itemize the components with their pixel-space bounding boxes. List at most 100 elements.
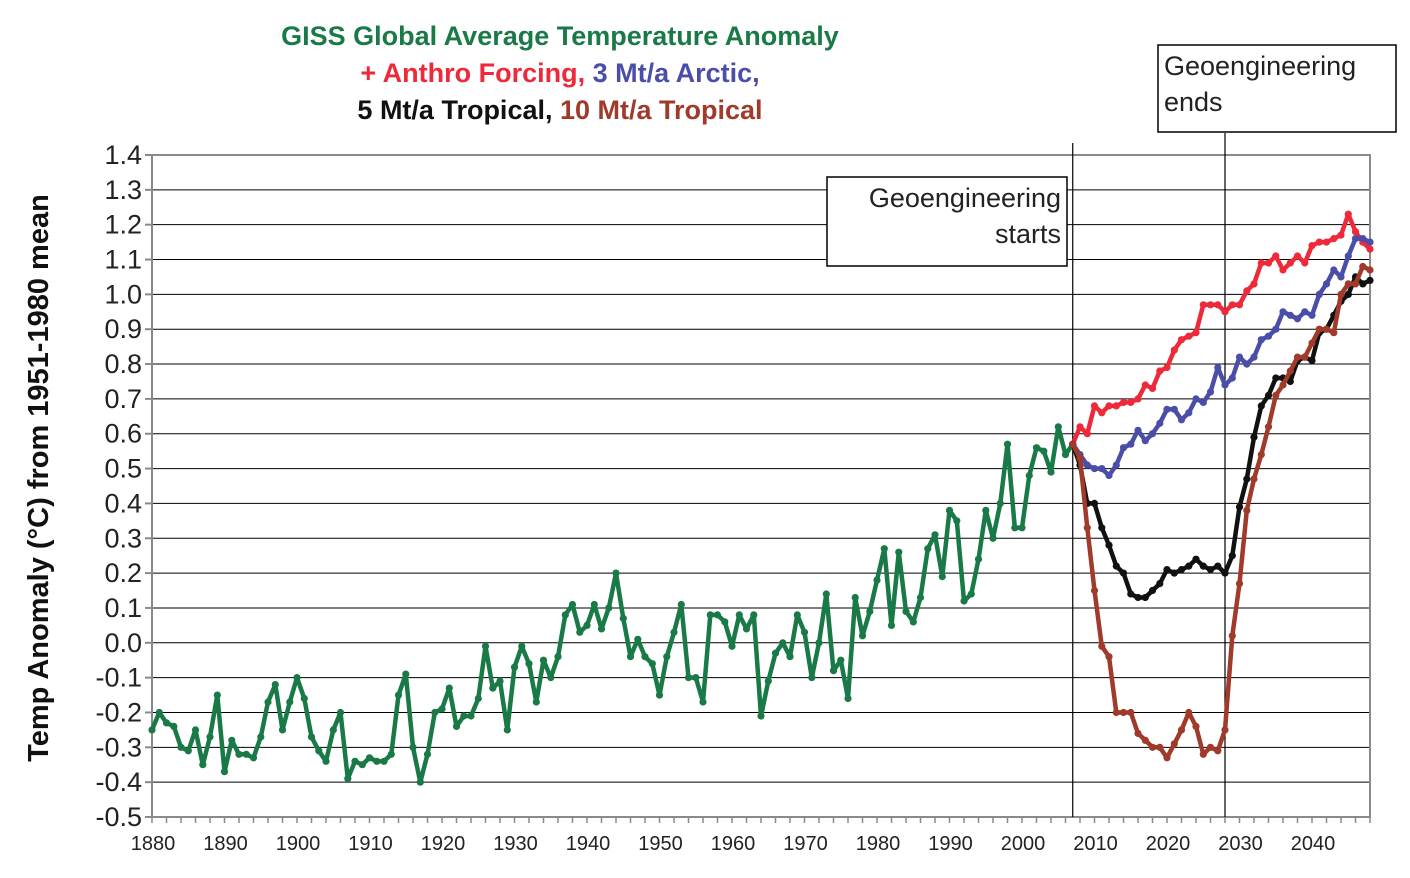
- data-point: [1090, 465, 1099, 473]
- data-point: [1098, 465, 1106, 473]
- x-tick-label: 2040: [1291, 833, 1336, 855]
- data-point: [1257, 259, 1265, 267]
- data-point: [1148, 430, 1157, 438]
- data-point: [1286, 311, 1294, 319]
- data-point: [1163, 566, 1171, 574]
- x-tick-label: 1910: [348, 833, 393, 855]
- series-brown: [1069, 262, 1374, 762]
- data-point: [1105, 541, 1113, 549]
- data-point: [1170, 346, 1178, 354]
- data-point: [800, 628, 809, 636]
- data-point: [953, 517, 961, 525]
- data-point: [365, 754, 374, 762]
- y-axis-label: Temp Anomaly (°C) from 1951-1980 mean: [23, 194, 55, 762]
- data-point: [1105, 471, 1113, 480]
- data-point: [1293, 252, 1302, 260]
- title-line-1: GISS Global Average Temperature Anomaly: [281, 21, 839, 51]
- data-point: [655, 691, 664, 699]
- y-tick-label: 1.0: [104, 279, 142, 309]
- data-point: [257, 733, 265, 741]
- series-black: [1069, 273, 1374, 602]
- data-point: [1206, 301, 1215, 309]
- x-tick-label: 1970: [783, 833, 828, 855]
- annotation-text: Geoengineering: [1164, 51, 1356, 81]
- data-point: [1272, 374, 1280, 382]
- data-point: [547, 674, 555, 682]
- data-point: [1301, 353, 1309, 361]
- data-point: [1359, 280, 1367, 288]
- y-axis-tick-labels: 1.4 1.3 1.2 1.1 1.0 0.9 0.8 0.7 0.6 0.5 0.4 0.3 0.2 0…: [95, 140, 142, 832]
- y-tick-label: -0.3: [95, 732, 142, 762]
- data-point: [699, 698, 707, 706]
- x-tick-label: 1980: [856, 833, 901, 855]
- data-point: [1119, 708, 1128, 717]
- data-point: [1279, 266, 1287, 274]
- data-point: [329, 726, 337, 734]
- series-red: [1069, 210, 1374, 448]
- data-point: [1322, 238, 1331, 246]
- data-point: [1243, 360, 1251, 368]
- data-point: [315, 747, 323, 755]
- data-point: [1105, 653, 1113, 661]
- y-tick-label: -0.4: [95, 767, 142, 797]
- data-point: [1206, 566, 1215, 574]
- data-point: [1206, 743, 1215, 751]
- y-tick-label: -0.1: [95, 663, 142, 693]
- annotation-frame: [1157, 44, 1397, 133]
- data-point: [902, 607, 910, 616]
- data-point: [663, 653, 671, 661]
- data-point: [1199, 398, 1207, 406]
- x-tick-label: 1990: [928, 833, 973, 855]
- data-point: [1228, 552, 1236, 560]
- data-point: [764, 677, 772, 685]
- data-point: [967, 590, 975, 598]
- data-point: [1177, 726, 1186, 734]
- data-point: [1264, 259, 1273, 267]
- data-point: [728, 642, 736, 650]
- data-point: [1098, 524, 1106, 532]
- data-point: [1315, 238, 1323, 246]
- data-point: [1221, 308, 1229, 316]
- data-point: [481, 642, 490, 650]
- data-point: [1272, 252, 1280, 260]
- data-point: [1134, 426, 1142, 434]
- data-point: [1315, 290, 1323, 298]
- y-tick-label: 1.3: [104, 175, 142, 205]
- data-point: [1315, 325, 1323, 333]
- x-tick-label: 1880: [131, 833, 176, 855]
- data-point: [1185, 409, 1193, 417]
- data-point: [1127, 708, 1135, 717]
- data-point: [1366, 276, 1374, 284]
- data-point: [445, 684, 453, 692]
- data-point: [1250, 280, 1258, 288]
- data-point: [1083, 524, 1091, 532]
- data-point: [1141, 593, 1149, 602]
- data-point: [1199, 750, 1207, 758]
- data-point: [1199, 301, 1207, 309]
- data-point: [924, 545, 932, 553]
- data-point: [1250, 433, 1258, 441]
- data-point: [1112, 402, 1120, 410]
- data-point: [1257, 402, 1265, 410]
- data-point: [1243, 475, 1251, 483]
- data-point: [1098, 642, 1106, 650]
- data-point: [286, 698, 294, 706]
- data-point: [1257, 336, 1265, 344]
- data-point: [373, 757, 381, 765]
- data-point: [1344, 290, 1352, 298]
- data-point: [829, 667, 838, 675]
- data-point: [1308, 242, 1316, 250]
- title-segment: 3 Mt/a Arctic,: [585, 58, 760, 88]
- data-point: [1156, 419, 1164, 427]
- y-tick-label: 0.0: [104, 628, 142, 658]
- data-point: [1221, 569, 1229, 577]
- data-point: [409, 743, 417, 751]
- data-point: [793, 611, 801, 619]
- title-segment: GISS Global Average Temperature Anomaly: [281, 21, 839, 51]
- data-point: [1264, 332, 1273, 340]
- data-point: [1221, 381, 1229, 389]
- data-point: [1214, 301, 1222, 309]
- data-point: [344, 775, 352, 783]
- data-point: [525, 660, 533, 668]
- y-tick-label: 0.2: [104, 558, 142, 588]
